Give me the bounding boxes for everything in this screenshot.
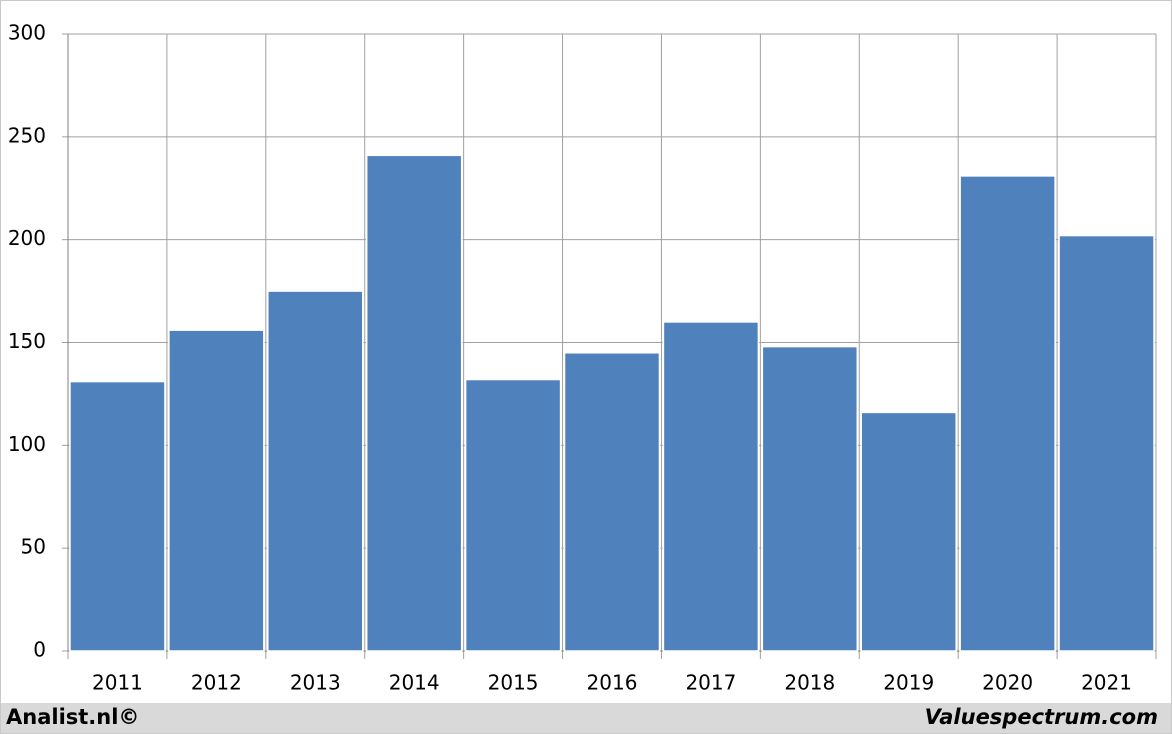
y-tick-label: 150 [8, 329, 46, 353]
y-tick-label: 250 [8, 123, 46, 147]
footer-right: Valuespectrum.com [925, 705, 1158, 729]
x-tick-label: 2015 [488, 671, 539, 695]
bar [464, 378, 562, 652]
bar [69, 380, 166, 652]
y-tick-label: 100 [8, 432, 46, 456]
bar [168, 329, 265, 652]
x-tick-label: 2012 [191, 671, 242, 695]
bar [761, 345, 859, 652]
bar [1058, 234, 1155, 652]
x-tick-label: 2020 [982, 671, 1033, 695]
y-tick-label: 200 [8, 226, 46, 250]
x-tick-label: 2018 [784, 671, 835, 695]
bar [563, 352, 661, 652]
y-tick-label: 50 [21, 535, 46, 559]
x-tick-label: 2017 [685, 671, 736, 695]
bar [860, 411, 957, 652]
bar [365, 154, 463, 652]
x-tick-label: 2013 [290, 671, 341, 695]
bar [959, 175, 1056, 652]
footer-left: Analist.nl© [6, 705, 139, 729]
bar [662, 321, 760, 652]
bar [267, 290, 364, 652]
x-tick-label: 2011 [92, 671, 143, 695]
footer-bar [1, 703, 1171, 733]
x-tick-label: 2016 [587, 671, 638, 695]
y-tick-label: 300 [8, 21, 46, 45]
x-tick-label: 2021 [1081, 671, 1132, 695]
x-tick-label: 2014 [389, 671, 440, 695]
y-tick-label: 0 [33, 638, 46, 662]
x-tick-label: 2019 [883, 671, 934, 695]
